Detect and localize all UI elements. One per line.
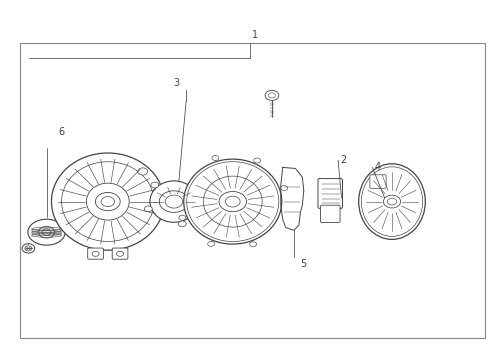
Circle shape bbox=[194, 210, 202, 215]
FancyBboxPatch shape bbox=[196, 191, 209, 198]
FancyBboxPatch shape bbox=[112, 248, 128, 259]
Circle shape bbox=[383, 195, 401, 208]
Circle shape bbox=[219, 192, 246, 212]
Circle shape bbox=[25, 246, 32, 251]
Circle shape bbox=[189, 182, 197, 188]
Ellipse shape bbox=[51, 153, 164, 250]
Circle shape bbox=[269, 93, 275, 98]
Circle shape bbox=[225, 196, 240, 207]
FancyBboxPatch shape bbox=[196, 216, 209, 223]
Ellipse shape bbox=[359, 164, 425, 239]
Circle shape bbox=[178, 221, 186, 227]
FancyBboxPatch shape bbox=[320, 205, 340, 222]
Text: 3: 3 bbox=[173, 78, 179, 88]
Circle shape bbox=[138, 168, 147, 175]
Circle shape bbox=[165, 195, 183, 208]
Circle shape bbox=[254, 158, 261, 163]
Bar bbox=[20, 43, 485, 338]
Circle shape bbox=[151, 182, 159, 188]
FancyBboxPatch shape bbox=[318, 179, 343, 208]
Circle shape bbox=[39, 226, 54, 238]
Text: 1: 1 bbox=[252, 30, 258, 40]
Text: 2: 2 bbox=[341, 155, 347, 165]
FancyBboxPatch shape bbox=[196, 205, 209, 212]
Ellipse shape bbox=[150, 181, 198, 222]
Circle shape bbox=[92, 251, 99, 256]
Circle shape bbox=[265, 90, 279, 100]
Circle shape bbox=[159, 191, 189, 212]
Ellipse shape bbox=[86, 183, 129, 220]
Polygon shape bbox=[281, 167, 304, 230]
Ellipse shape bbox=[28, 219, 65, 245]
Circle shape bbox=[101, 197, 115, 207]
FancyBboxPatch shape bbox=[370, 175, 386, 188]
Circle shape bbox=[42, 229, 51, 235]
Ellipse shape bbox=[184, 159, 282, 244]
Circle shape bbox=[208, 241, 215, 246]
Text: 6: 6 bbox=[58, 127, 64, 137]
Circle shape bbox=[281, 185, 288, 190]
Circle shape bbox=[117, 251, 123, 256]
Circle shape bbox=[179, 215, 186, 220]
Circle shape bbox=[96, 193, 120, 211]
Circle shape bbox=[387, 198, 397, 205]
Text: 4: 4 bbox=[375, 162, 381, 172]
Circle shape bbox=[250, 242, 257, 247]
Circle shape bbox=[145, 206, 152, 212]
Circle shape bbox=[22, 244, 35, 253]
Text: 5: 5 bbox=[300, 259, 306, 269]
FancyBboxPatch shape bbox=[88, 248, 103, 259]
Circle shape bbox=[212, 156, 219, 161]
